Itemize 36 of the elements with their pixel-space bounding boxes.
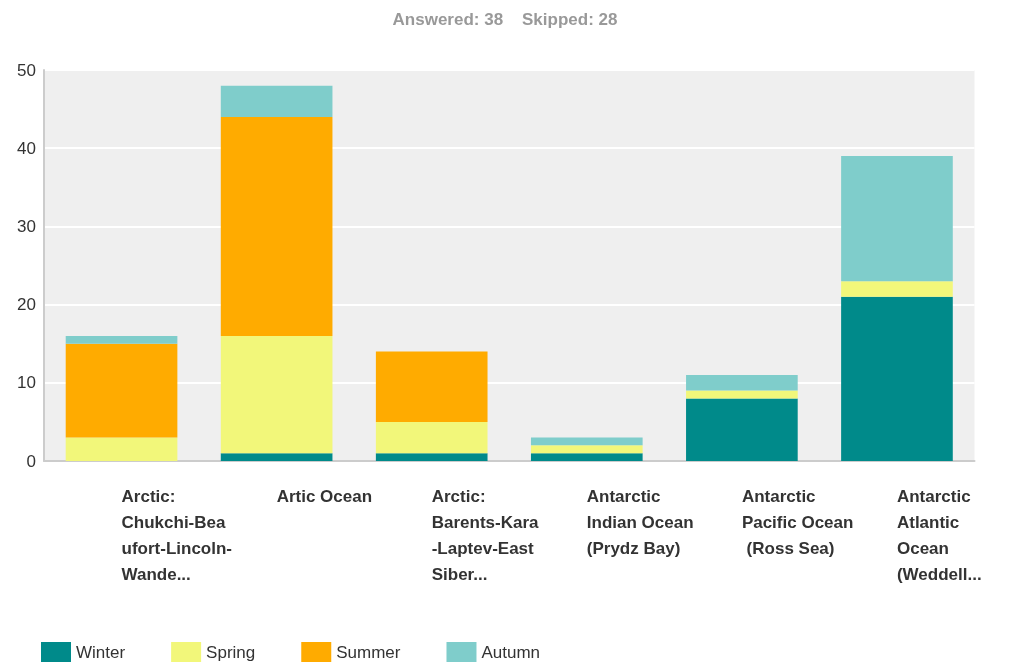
- bar: [686, 390, 798, 399]
- bar: [530, 437, 643, 446]
- y-tick-label: 40: [17, 138, 36, 158]
- bar: [841, 156, 953, 282]
- y-tick-label: 50: [17, 60, 36, 80]
- legend-label: Autumn: [481, 642, 541, 662]
- y-tick-label: 0: [26, 451, 36, 471]
- y-tick-label: 30: [17, 216, 36, 236]
- x-tick-label: Antarctic Indian Ocean (Prydz Bay): [586, 486, 699, 558]
- bar: [375, 453, 488, 461]
- legend-label: Winter: [76, 642, 126, 662]
- x-tick-label: Antarctic Pacific Ocean (Ross Sea): [741, 486, 854, 558]
- bar: [220, 116, 333, 336]
- legend-label: Summer: [336, 642, 401, 662]
- x-tick-label: Antarctic Atlantic Ocean (Weddell...: [896, 486, 982, 584]
- x-tick-label: Arctic: Chukchi-Beaufort-Lincoln-Wande...: [121, 486, 233, 584]
- bar: [841, 281, 953, 297]
- x-tick-label: Arctic: Barents-Kara-Laptev-East Siber...: [431, 486, 540, 584]
- bar: [220, 453, 333, 461]
- bar: [375, 351, 488, 422]
- y-tick-label: 20: [17, 295, 36, 315]
- bar: [375, 421, 488, 454]
- bar: [65, 335, 178, 344]
- bar: [65, 437, 178, 461]
- bar: [220, 335, 333, 454]
- bar: [686, 398, 798, 461]
- bar: [841, 296, 953, 461]
- bar: [65, 343, 178, 438]
- legend-label: Spring: [206, 642, 256, 662]
- bar: [530, 453, 643, 461]
- x-tick-label: Artic Ocean: [276, 486, 373, 506]
- bar: [220, 85, 333, 117]
- bar: [530, 445, 643, 454]
- bar: [686, 374, 798, 391]
- chart-title: Answered: 38 Skipped: 28: [392, 10, 618, 29]
- y-tick-label: 10: [17, 373, 36, 393]
